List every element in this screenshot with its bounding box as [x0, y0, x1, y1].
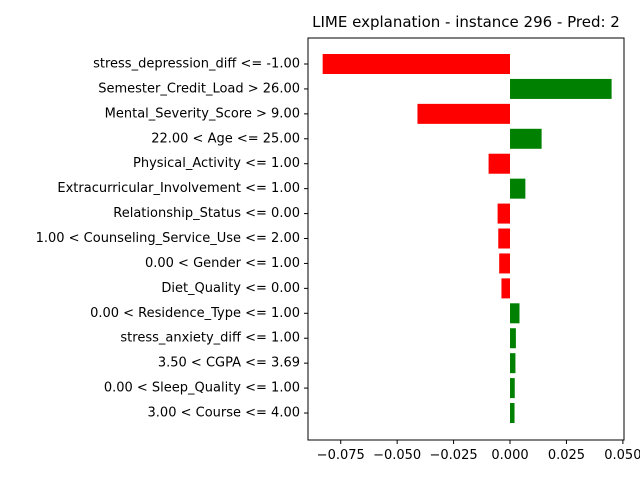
- x-tick-label-1: −0.050: [373, 448, 421, 463]
- bar-5: [510, 178, 526, 199]
- x-tick-label-0: −0.075: [317, 448, 365, 463]
- y-tick-label-11: stress_anxiety_diff <= 1.00: [120, 331, 300, 346]
- bars-group: [322, 54, 612, 424]
- y-tick-label-0: stress_depression_diff <= -1.00: [93, 57, 300, 72]
- x-tick-label-2: −0.025: [430, 448, 478, 463]
- y-tick-label-4: Physical_Activity <= 1.00: [133, 156, 300, 171]
- bar-7: [498, 228, 511, 249]
- y-tick-label-1: Semester_Credit_Load > 26.00: [98, 81, 300, 96]
- bar-12: [510, 353, 516, 374]
- y-tick-label-6: Relationship_Status <= 0.00: [113, 206, 300, 221]
- bar-8: [499, 253, 511, 274]
- bar-6: [497, 203, 511, 224]
- y-tick-label-10: 0.00 < Residence_Type <= 1.00: [90, 306, 300, 321]
- x-tick-label-3: 0.000: [491, 448, 528, 463]
- y-tick-label-9: Diet_Quality <= 0.00: [161, 281, 300, 296]
- bar-13: [510, 378, 515, 399]
- bar-3: [510, 128, 542, 149]
- y-tick-label-7: 1.00 < Counseling_Service_Use <= 2.00: [36, 231, 300, 246]
- y-tick-label-8: 0.00 < Gender <= 1.00: [145, 256, 300, 271]
- x-axis-ticks: −0.075 −0.050 −0.025 0.000 0.025 0.050: [317, 440, 640, 463]
- y-tick-label-5: Extracurricular_Involvement <= 1.00: [57, 181, 300, 196]
- bar-4: [488, 153, 511, 174]
- x-tick-label-5: 0.050: [604, 448, 640, 463]
- bar-9: [501, 278, 511, 299]
- y-tick-label-13: 0.00 < Sleep_Quality <= 1.00: [104, 381, 300, 396]
- bar-0: [322, 54, 511, 74]
- bar-10: [510, 303, 520, 324]
- chart-title: LIME explanation - instance 296 - Pred: …: [312, 13, 620, 31]
- y-tick-label-12: 3.50 < CGPA <= 3.69: [158, 356, 300, 371]
- bar-1: [510, 78, 612, 99]
- y-tick-label-2: Mental_Severity_Score > 9.00: [105, 106, 300, 121]
- y-tick-label-14: 3.00 < Course <= 4.00: [148, 406, 300, 421]
- x-tick-label-4: 0.025: [548, 448, 585, 463]
- y-tick-label-3: 22.00 < Age <= 25.00: [151, 131, 300, 146]
- bar-11: [510, 328, 516, 349]
- bar-2: [417, 103, 511, 124]
- axes-frame: [307, 37, 625, 441]
- y-axis-ticks: stress_depression_diff <= -1.00 Semester_…: [36, 57, 308, 421]
- bar-14: [510, 403, 515, 424]
